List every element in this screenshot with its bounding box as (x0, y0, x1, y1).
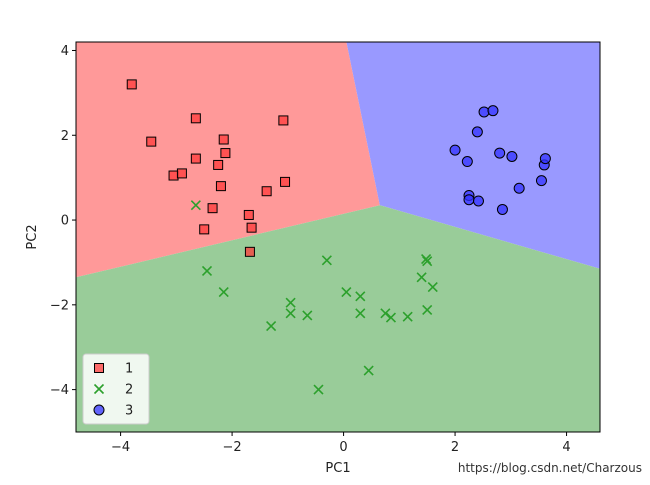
point-class-2 (321, 255, 332, 266)
point-class-3 (463, 194, 475, 206)
region-class-1 (76, 42, 380, 278)
point-class-1 (126, 79, 137, 90)
point-class-1 (190, 153, 201, 164)
point-class-1 (220, 148, 231, 159)
y-axis-label: PC2 (25, 224, 40, 249)
legend-label-3: 3 (125, 404, 133, 419)
region-class-2 (76, 205, 600, 432)
point-class-2 (363, 365, 374, 376)
y-tick-label: 0 (61, 214, 69, 229)
point-class-3 (478, 106, 490, 118)
series-1 (126, 79, 291, 257)
point-class-1 (278, 115, 289, 126)
point-class-1 (243, 209, 254, 220)
point-class-2 (190, 200, 201, 211)
point-class-1 (190, 113, 201, 124)
legend-label-1: 1 (125, 362, 133, 377)
y-tick-label: −2 (50, 298, 69, 313)
point-class-2 (402, 311, 413, 322)
x-tick-label: −2 (222, 440, 241, 455)
legend-marker-2 (93, 383, 105, 395)
point-class-3 (506, 150, 518, 162)
point-class-1 (280, 176, 291, 187)
x-axis-label: PC1 (325, 461, 350, 476)
point-class-1 (199, 224, 210, 235)
x-tick-label: 0 (339, 440, 347, 455)
point-class-1 (261, 186, 272, 197)
y-axis: −4 −2 0 2 4 (50, 44, 76, 398)
legend-box (82, 353, 150, 425)
x-tick-label: 4 (562, 440, 570, 455)
region-class-3 (346, 42, 600, 269)
point-class-3 (539, 153, 551, 165)
y-tick-label: 4 (61, 44, 69, 59)
legend-item-2: 2 (93, 383, 133, 398)
decision-regions (76, 42, 600, 432)
point-class-1 (244, 246, 255, 257)
point-class-2 (416, 272, 427, 283)
point-class-1 (246, 222, 257, 233)
x-axis: −4 −2 0 2 4 (111, 432, 571, 455)
point-class-2 (285, 308, 296, 319)
point-class-1 (168, 170, 179, 181)
plot-frame (75, 41, 601, 433)
x-tick-label: −4 (111, 440, 130, 455)
point-class-2 (380, 308, 391, 319)
watermark-text: https://blog.csdn.net/Charzous (457, 461, 642, 475)
legend: 1 2 3 (82, 353, 150, 425)
legend-item-3: 3 (93, 404, 133, 419)
point-class-1 (213, 159, 224, 170)
point-class-3 (494, 147, 506, 159)
point-class-3 (496, 203, 508, 215)
legend-item-1: 1 (94, 362, 133, 377)
point-class-2 (201, 265, 213, 276)
point-class-1 (176, 168, 187, 179)
data-points (126, 79, 551, 395)
point-class-2 (266, 320, 277, 332)
point-class-2 (355, 291, 366, 302)
x-tick-label: 2 (451, 440, 459, 455)
point-class-3 (449, 144, 461, 156)
point-class-1 (215, 181, 226, 192)
legend-label-2: 2 (125, 383, 133, 398)
series-3 (449, 105, 551, 215)
point-class-1 (218, 134, 229, 145)
point-class-2 (285, 297, 296, 308)
point-class-2 (302, 310, 313, 321)
y-tick-label: 2 (61, 129, 69, 144)
point-class-2 (422, 256, 433, 267)
y-tick-label: −4 (50, 383, 69, 398)
point-class-2 (341, 287, 352, 298)
legend-marker-1 (94, 363, 104, 373)
point-class-3 (535, 175, 547, 187)
point-class-3 (472, 195, 484, 207)
point-class-2 (427, 281, 438, 293)
point-class-3 (487, 105, 499, 117)
point-class-3 (461, 156, 473, 168)
point-class-1 (146, 136, 157, 147)
point-class-2 (218, 287, 229, 298)
point-class-2 (313, 384, 324, 395)
point-class-3 (513, 182, 525, 194)
legend-marker-3 (93, 404, 105, 416)
series-2 (190, 200, 438, 395)
point-class-2 (385, 312, 397, 323)
point-class-2 (355, 308, 366, 319)
point-class-1 (207, 203, 218, 214)
point-class-3 (471, 126, 483, 138)
point-class-2 (422, 304, 433, 315)
